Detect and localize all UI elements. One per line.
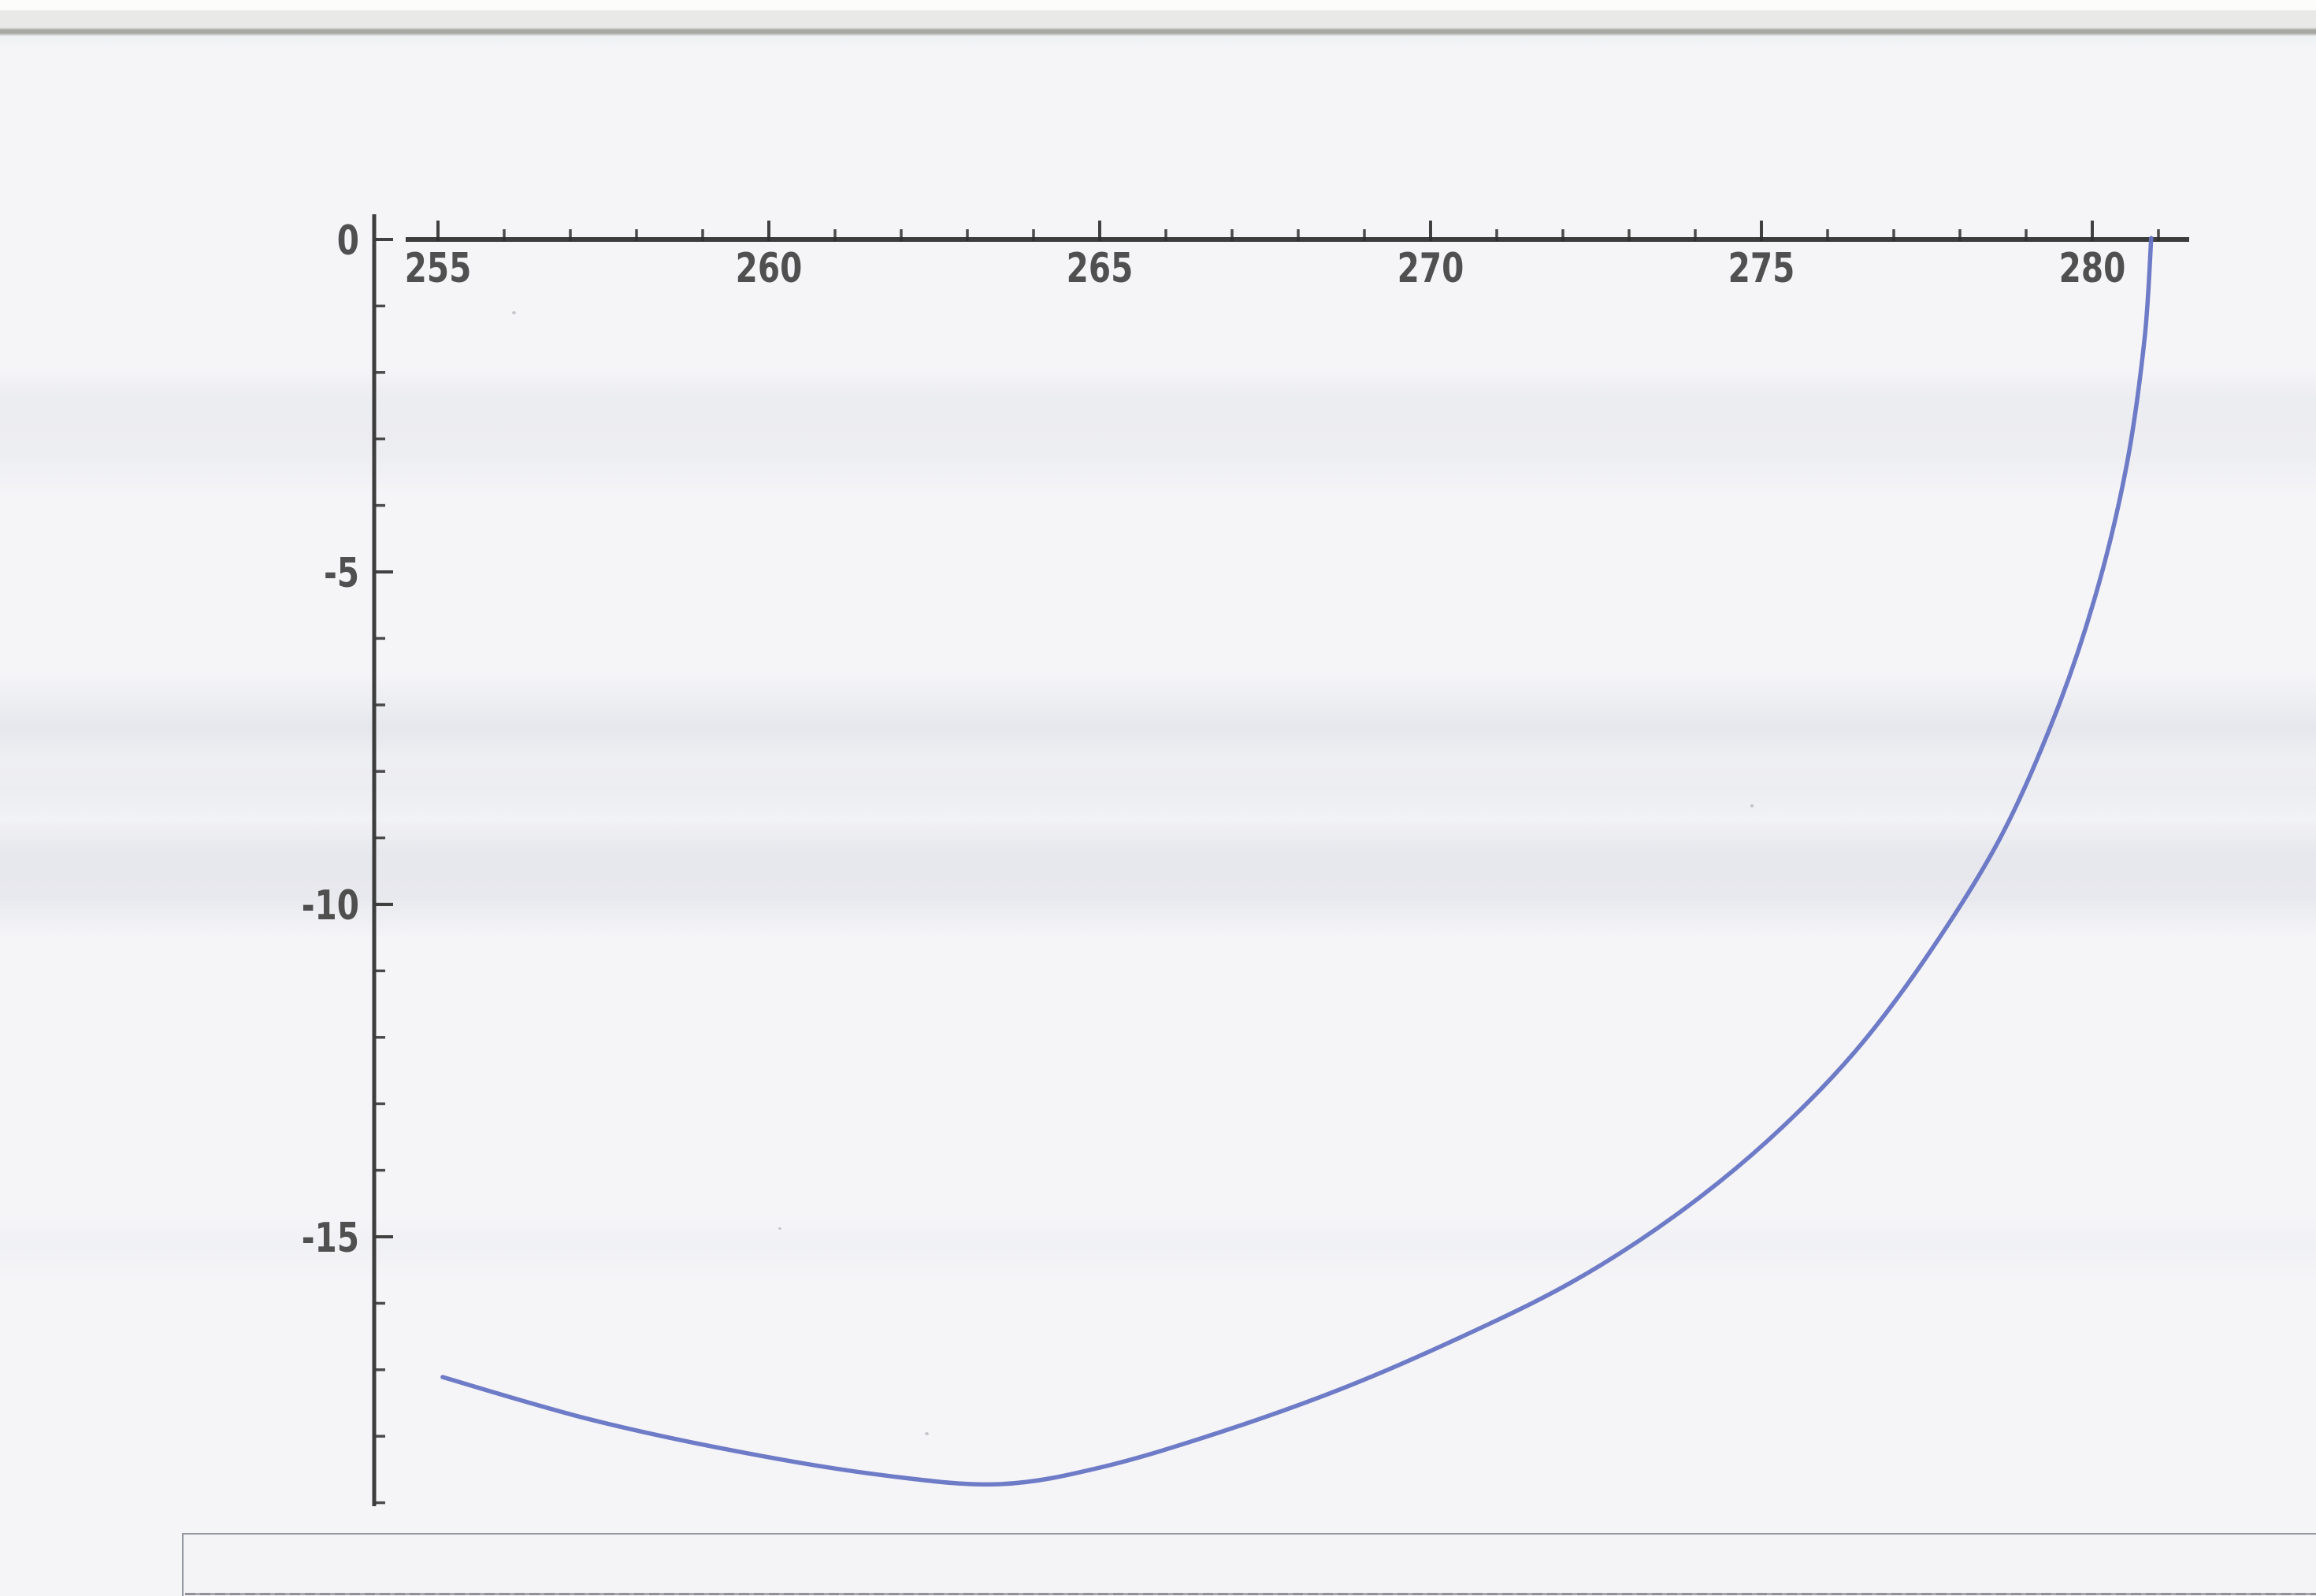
- y-tick-label: -5: [324, 549, 359, 596]
- y-tick-label: -15: [302, 1214, 359, 1261]
- cropped-bottom-panel-inner-line: [185, 1593, 2316, 1595]
- x-tick-label: 270: [1397, 244, 1464, 291]
- paper-speck: [1750, 804, 1754, 807]
- paper-speck: [512, 311, 516, 314]
- x-tick-label: 260: [736, 244, 803, 291]
- x-tick-label: 265: [1067, 244, 1134, 291]
- paper-speck: [925, 1432, 929, 1435]
- y-tick-label: -10: [302, 882, 359, 929]
- y-tick-label: 0: [337, 217, 359, 264]
- cropped-bottom-panel: [182, 1533, 2316, 1596]
- data-curve: [440, 236, 2154, 1487]
- x-tick-label: 275: [1728, 244, 1795, 291]
- paper-speck: [778, 1227, 781, 1230]
- x-tick-label: 255: [405, 244, 472, 291]
- scanner-edge-artifact: [0, 0, 2316, 50]
- x-tick-label: 280: [2059, 244, 2126, 291]
